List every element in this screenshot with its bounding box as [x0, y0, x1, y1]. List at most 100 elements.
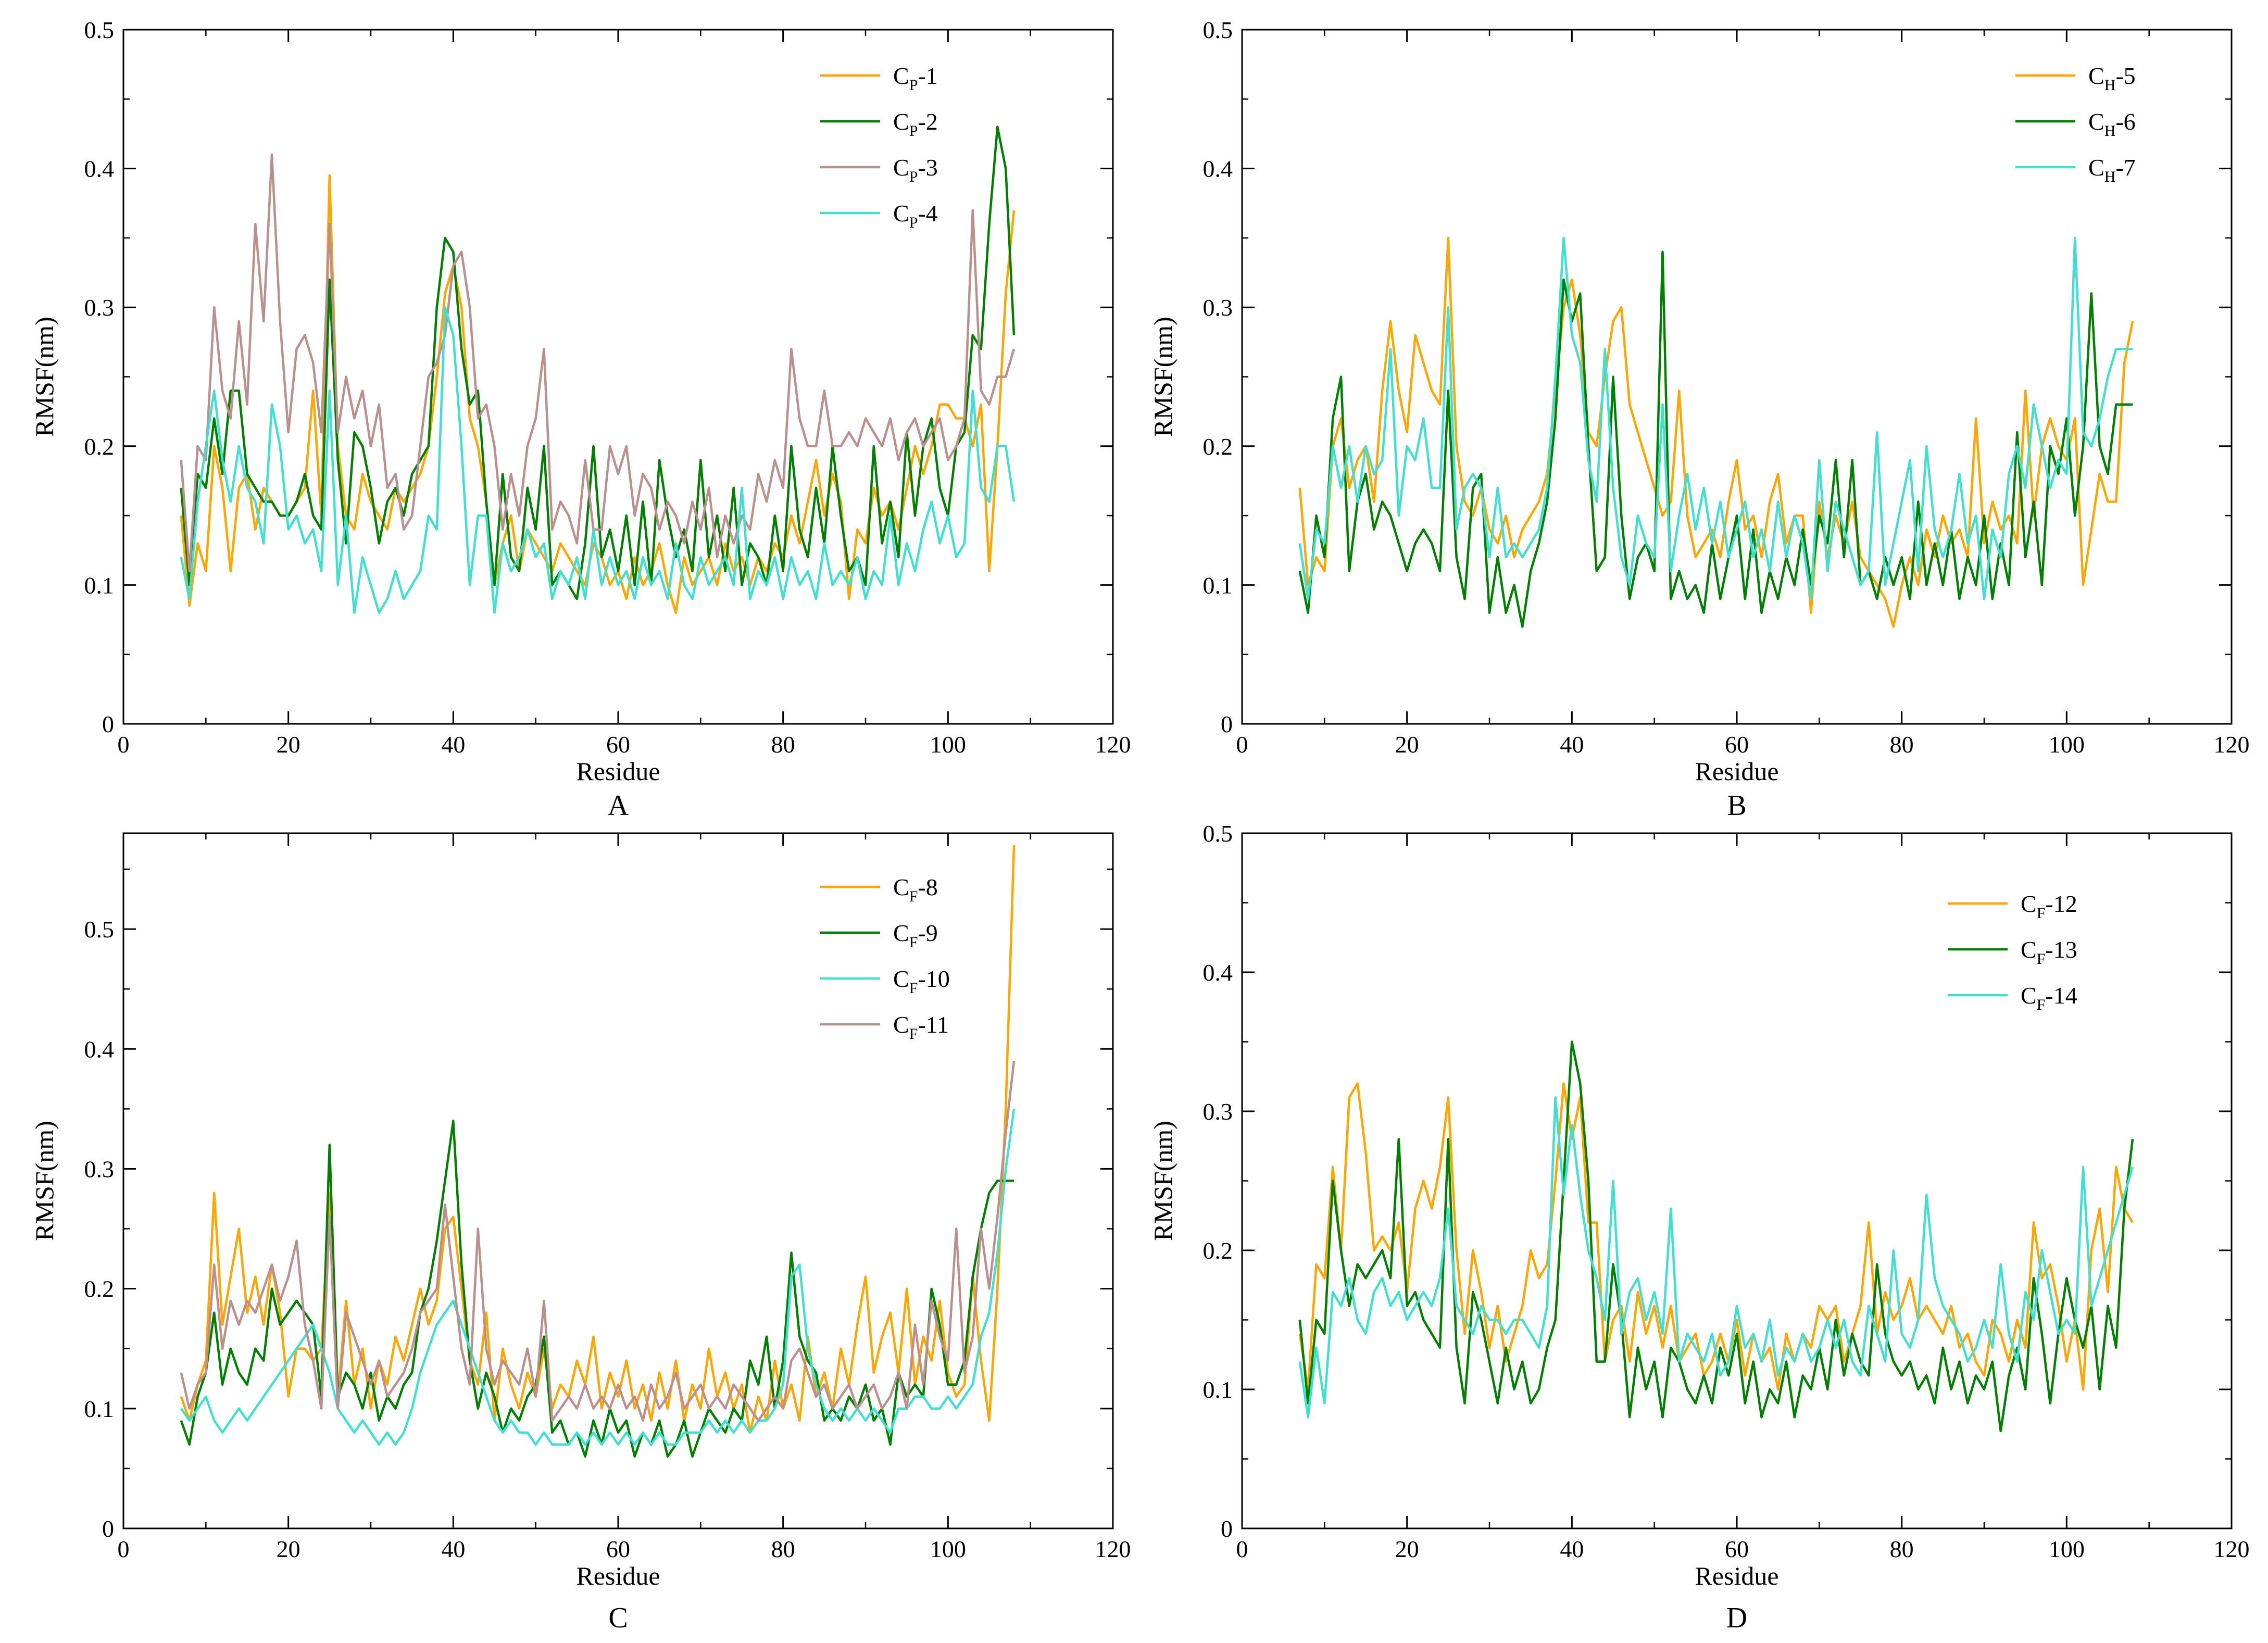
- x-tick-label: 20: [1395, 1536, 1419, 1562]
- y-tick-label: 0: [1221, 1515, 1233, 1542]
- x-tick-label: 60: [606, 731, 630, 758]
- y-axis-title: RMSF(nm): [1148, 317, 1177, 437]
- x-tick-label: 100: [2049, 1536, 2085, 1562]
- y-tick-label: 0.2: [84, 433, 115, 460]
- panel-c: 0 20 40 60 80 100 120 0 0.1 0.2 0.3 0.4 0.5 Residue RM…: [30, 832, 1131, 1634]
- panel-label: A: [608, 789, 629, 822]
- x-tick-label: 100: [930, 1536, 966, 1562]
- x-tick-label: 80: [1890, 1536, 1914, 1562]
- panel-label: B: [1727, 789, 1746, 822]
- y-axis-title: RMSF(nm): [1148, 1121, 1177, 1241]
- y-tick-label: 0.5: [84, 916, 115, 943]
- x-tick-label: 20: [1395, 731, 1419, 758]
- x-axis-title: Residue: [576, 1561, 660, 1590]
- legend-label-cf-11: CF-11: [893, 1011, 949, 1043]
- series-line-cf-13: [1298, 1040, 2134, 1433]
- x-tick-label: 120: [2214, 1536, 2250, 1562]
- series-line-ch-5: [1298, 236, 2134, 628]
- series-line-ch-7: [1298, 236, 2133, 600]
- y-tick-label: 0: [1221, 711, 1233, 737]
- x-tick-label: 100: [2049, 731, 2085, 758]
- series-line-cf-8: [180, 845, 1016, 1434]
- y-tick-label: 0.3: [1203, 1098, 1233, 1125]
- y-axis-title: RMSF(nm): [30, 317, 59, 437]
- panel-b: 0 20 40 60 80 100 120 0 0.1 0.2 0.3 0.4 0.5 Residue RM…: [1148, 17, 2250, 822]
- plot-frame: [1241, 29, 2233, 725]
- x-axis-title: Residue: [1695, 1561, 1778, 1590]
- y-tick-label: 0.5: [1203, 820, 1233, 847]
- plot-frame: [122, 29, 1114, 725]
- legend: CF-8 CF-9 CF-10 CF-11: [820, 874, 950, 1043]
- x-tick-label: 80: [771, 1536, 795, 1562]
- plot-frame: [122, 832, 1114, 1529]
- y-tick-label: 0.1: [84, 1396, 115, 1422]
- y-tick-label: 0.1: [84, 572, 115, 598]
- series-line-cp-1: [180, 174, 1016, 614]
- panel-a: 0 20 40 60 80 100 120 0 0.1 0.2 0.3 0.4 0.5 Residue RM…: [30, 17, 1131, 822]
- panel-label: C: [608, 1602, 628, 1634]
- legend-label-cp-4: CP-4: [893, 200, 938, 231]
- y-axis-title: RMSF(nm): [30, 1121, 59, 1241]
- x-tick-label: 40: [1560, 731, 1584, 758]
- x-tick-label: 20: [277, 731, 300, 758]
- x-tick-label: 0: [118, 1536, 130, 1562]
- x-tick-label: 0: [1236, 1536, 1248, 1562]
- series-line-cf-11: [180, 1061, 1016, 1422]
- x-tick-label: 60: [606, 1536, 630, 1562]
- panel-label: D: [1726, 1602, 1747, 1634]
- y-tick-label: 0.5: [84, 17, 115, 43]
- y-tick-label: 0.3: [84, 294, 115, 321]
- x-tick-label: 40: [441, 731, 465, 758]
- series-line-cp-3: [180, 153, 1016, 572]
- legend-label-cp-1: CP-1: [893, 62, 938, 94]
- y-tick-label: 0.1: [1203, 1376, 1233, 1403]
- legend-label-ch-6: CH-6: [2088, 108, 2136, 140]
- legend: CP-1 CP-2 CP-3 CP-4: [820, 62, 938, 231]
- x-tick-label: 120: [2214, 731, 2250, 758]
- legend: CH-5 CH-6 CH-7: [2015, 62, 2136, 185]
- y-tick-label: 0: [102, 1515, 114, 1542]
- y-tick-label: 0.2: [1203, 1237, 1233, 1264]
- legend-label-cf-10: CF-10: [893, 965, 950, 997]
- x-axis-title: Residue: [1695, 757, 1778, 786]
- x-tick-label: 80: [771, 731, 795, 758]
- series-line-ch-6: [1298, 250, 2133, 628]
- x-tick-label: 120: [1095, 731, 1131, 758]
- y-tick-label: 0.5: [1203, 17, 1233, 43]
- x-tick-label: 60: [1725, 731, 1749, 758]
- legend-label-ch-7: CH-7: [2088, 154, 2136, 185]
- y-tick-label: 0.1: [1203, 572, 1233, 598]
- x-tick-label: 120: [1095, 1536, 1131, 1562]
- legend-label-ch-5: CH-5: [2088, 62, 2136, 94]
- legend-label-cf-14: CF-14: [2021, 982, 2077, 1013]
- legend-label-cf-9: CF-9: [893, 920, 938, 951]
- legend-label-cf-13: CF-13: [2021, 936, 2077, 968]
- series-line-cf-12: [1298, 1082, 2134, 1391]
- x-tick-label: 100: [930, 731, 966, 758]
- x-axis-title: Residue: [576, 757, 660, 786]
- legend-label-cp-2: CP-2: [893, 108, 938, 140]
- y-tick-label: 0.2: [84, 1276, 115, 1302]
- legend-label-cf-8: CF-8: [893, 874, 938, 905]
- series-line-cp-2: [180, 126, 1016, 600]
- y-tick-label: 0.2: [1203, 433, 1233, 460]
- x-tick-label: 60: [1725, 1536, 1749, 1562]
- x-tick-label: 0: [118, 731, 130, 758]
- y-tick-label: 0.4: [1203, 959, 1233, 986]
- series-line-cp-4: [180, 306, 1016, 614]
- y-tick-label: 0.3: [84, 1156, 115, 1182]
- y-tick-label: 0.4: [84, 1036, 115, 1062]
- y-tick-label: 0.3: [1203, 294, 1233, 321]
- y-tick-label: 0.4: [84, 156, 115, 182]
- series-line-cf-9: [180, 1120, 1014, 1458]
- x-tick-label: 80: [1890, 731, 1914, 758]
- x-tick-label: 40: [441, 1536, 465, 1562]
- y-tick-label: 0: [102, 711, 114, 737]
- x-tick-label: 40: [1560, 1536, 1584, 1562]
- legend: CF-12 CF-13 CF-14: [1948, 891, 2077, 1013]
- x-tick-label: 20: [277, 1536, 300, 1562]
- series-line-cf-10: [180, 1109, 1016, 1446]
- x-tick-label: 0: [1236, 731, 1248, 758]
- y-tick-label: 0.4: [1203, 156, 1233, 182]
